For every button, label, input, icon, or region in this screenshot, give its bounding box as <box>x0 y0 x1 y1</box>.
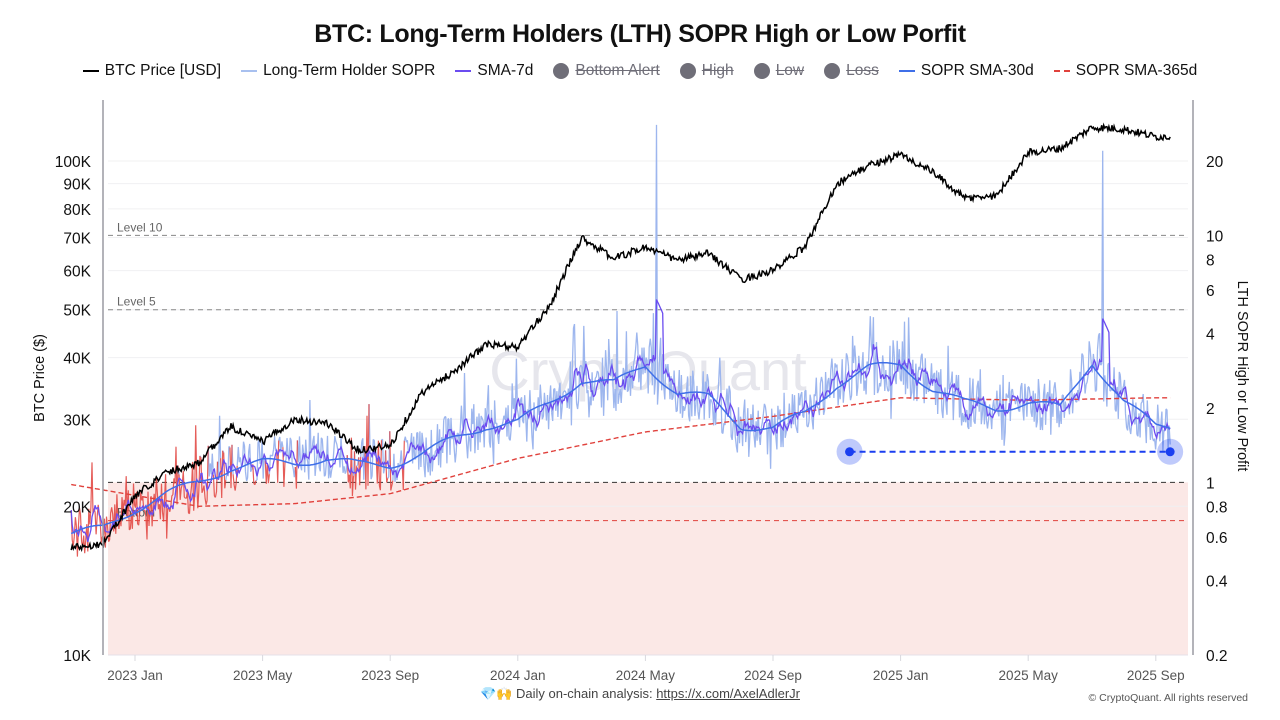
legend-label: High <box>701 62 734 79</box>
legend-label: Low <box>775 62 805 79</box>
legend-label: SOPR SMA-30d <box>920 62 1034 79</box>
x-axis-tick-label: 2025 Jan <box>873 668 929 683</box>
legend-item-sma-7d[interactable]: SMA-7d <box>455 62 533 80</box>
alert-marker[interactable] <box>1165 447 1175 457</box>
left-axis-tick-label: 40K <box>63 351 91 368</box>
footer-link[interactable]: https://x.com/AxelAdlerJr <box>656 686 800 701</box>
chart-title: BTC: Long-Term Holders (LTH) SOPR High o… <box>314 20 966 48</box>
left-axis-tick-label: 70K <box>63 231 91 248</box>
reference-line-label: Level 5 <box>117 295 156 309</box>
legend-line-icon <box>241 70 258 72</box>
left-axis-tick-label: 50K <box>63 303 91 320</box>
left-axis-tick-label: 10K <box>63 648 91 665</box>
right-axis-tick-label: 1 <box>1206 475 1215 492</box>
legend-label: SMA-7d <box>477 62 534 79</box>
x-axis-tick-label: 2024 May <box>616 668 676 683</box>
legend-dot-icon <box>824 63 841 79</box>
x-axis-tick-label: 2023 Jan <box>107 668 163 683</box>
left-axis-tick-label: 60K <box>63 264 91 281</box>
x-axis-tick-label: 2023 Sep <box>361 668 419 683</box>
legend-label: Long-Term Holder SOPR <box>263 62 436 79</box>
left-axis-title: BTC Price ($) <box>32 334 48 422</box>
reference-line-label: Level 10 <box>117 220 163 234</box>
legend-label: BTC Price [USD] <box>104 62 222 79</box>
right-axis-tick-label: 4 <box>1206 327 1215 344</box>
copyright: © CryptoQuant. All rights reserved <box>1088 692 1248 704</box>
x-axis-tick-label: 2024 Jan <box>490 668 546 683</box>
legend: BTC Price [USD] Long-Term Holder SOPR SMA-… <box>0 62 1280 80</box>
left-axis-tick-label: 90K <box>63 177 91 194</box>
left-axis-tick-label: 100K <box>55 154 92 171</box>
legend-label: Loss <box>846 62 879 79</box>
right-axis-tick-label: 0.2 <box>1206 648 1228 665</box>
legend-label: SOPR SMA-365d <box>1075 62 1198 79</box>
right-axis-tick-label: 6 <box>1206 283 1215 300</box>
legend-line-icon <box>455 70 472 72</box>
x-axis-tick-label: 2024 Sep <box>744 668 802 683</box>
x-axis-tick-label: 2023 May <box>233 668 293 683</box>
x-axis-tick-label: 2025 Sep <box>1127 668 1185 683</box>
footer: 💎🙌 Daily on-chain analysis: https://x.co… <box>0 686 1280 702</box>
right-axis-tick-label: 2 <box>1206 401 1215 418</box>
legend-item-low[interactable]: Low <box>753 62 805 80</box>
right-axis-tick-label: 0.8 <box>1206 499 1228 516</box>
legend-item-high[interactable]: High <box>679 62 734 80</box>
sma-7d-line <box>70 299 1171 543</box>
legend-item-sopr-sma-365d[interactable]: SOPR SMA-365d <box>1053 62 1198 80</box>
legend-line-icon <box>898 70 915 72</box>
x-axis-tick-label: 2025 May <box>999 668 1059 683</box>
legend-dot-icon <box>753 63 770 79</box>
lth-sopr-line <box>177 124 1171 482</box>
legend-dot-icon <box>553 63 570 79</box>
legend-item-long-term-holder-sopr[interactable]: Long-Term Holder SOPR <box>241 62 435 80</box>
legend-dashed-line-icon <box>1053 70 1070 72</box>
legend-dot-icon <box>679 63 696 79</box>
right-axis-tick-label: 0.4 <box>1206 574 1228 591</box>
legend-item-sopr-sma-30d[interactable]: SOPR SMA-30d <box>898 62 1034 80</box>
legend-line-icon <box>82 70 99 72</box>
right-axis-tick-label: 20 <box>1206 154 1224 171</box>
legend-item-bottom-alert[interactable]: Bottom Alert <box>553 62 660 80</box>
right-axis-tick-label: 8 <box>1206 252 1215 269</box>
legend-item-btc-price-usd[interactable]: BTC Price [USD] <box>82 62 222 80</box>
right-axis-title: LTH SOPR High or Low Profit <box>1234 281 1250 472</box>
legend-item-loss[interactable]: Loss <box>824 62 879 80</box>
right-axis-tick-label: 10 <box>1206 228 1224 245</box>
left-axis-tick-label: 20K <box>63 499 91 516</box>
footer-text: Daily on-chain analysis: <box>516 686 653 701</box>
sopr-sma-365d-line <box>71 397 1171 507</box>
btc-price-line <box>70 122 1171 553</box>
loss-zone <box>108 482 1188 655</box>
left-axis-tick-label: 80K <box>63 202 91 219</box>
right-axis-tick-label: 0.6 <box>1206 530 1228 547</box>
legend-label: Bottom Alert <box>575 62 660 79</box>
diamond-hands-icon: 💎🙌 <box>480 686 513 701</box>
alert-marker[interactable] <box>845 447 855 457</box>
sopr-sma-30d-line <box>70 361 1171 535</box>
left-axis-tick-label: 30K <box>63 412 91 429</box>
